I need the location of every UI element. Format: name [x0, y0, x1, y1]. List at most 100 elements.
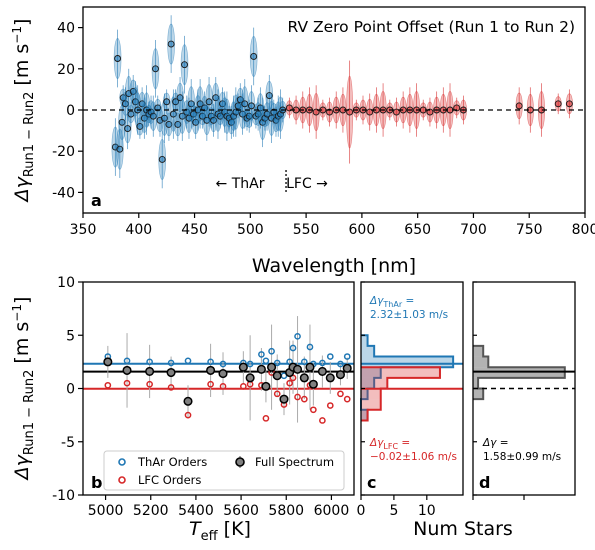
lfc-order-point-5: [207, 380, 214, 388]
full-point-1: [122, 365, 132, 375]
thar-hist-bar-4: [361, 367, 381, 378]
panel-d-frame: [472, 281, 576, 496]
lfc-order-point-21: [326, 402, 334, 409]
lfc-hist-bar-0: [361, 409, 368, 421]
full-point-16: [292, 364, 303, 374]
full-point-3: [166, 367, 176, 378]
panel-a-ytick-label-1: -20: [52, 144, 75, 160]
thar-point-1: [114, 55, 122, 62]
panel-c-xtick-label-1: 5: [389, 503, 398, 519]
thar-point-22: [158, 155, 166, 163]
full-point-20: [317, 366, 327, 377]
lfc-hist-bar-3: [361, 377, 388, 389]
thar-order-point-12: [273, 359, 281, 367]
panel-a-marks: [111, 15, 573, 189]
full-point-19: [308, 379, 318, 389]
lfc-order-point-20: [319, 417, 326, 424]
panel-c-xtick-label-0: 0: [357, 503, 366, 519]
legend-box: [103, 450, 345, 491]
lfc-order-point-4: [184, 411, 192, 419]
panel-a-xtick-label-4: 550: [293, 222, 320, 238]
thar-order-point-1: [123, 357, 131, 365]
thar-hist-bar-2: [361, 388, 368, 400]
full-point-21: [325, 373, 335, 383]
lfc-order-point-17: [300, 395, 308, 403]
thar-hist-bar-7: [361, 335, 368, 346]
legend-lfc-label: LFC Orders: [138, 473, 201, 487]
full-point-13: [279, 394, 289, 404]
panel-a: 350 400 450 500 550 600 650 700 750 800 -40 -20 0 20 4…: [10, 6, 595, 277]
legend-full-label: Full Spectrum: [255, 455, 334, 469]
lfc-order-point-16: [294, 393, 301, 401]
panel-d: d Δγ = 1.58±0.99 m/s: [472, 281, 576, 500]
panel-b-ytick-label-0: -10: [52, 488, 75, 504]
lfc-order-point-0: [104, 381, 112, 389]
thar-point-62: [247, 102, 255, 110]
thar-order-point-21: [326, 353, 334, 360]
full-point-18: [305, 362, 315, 372]
panel-b-xlabel: Teff [K]: [189, 518, 251, 544]
panel-b-label: b: [91, 473, 102, 492]
full-mean-label: Δγ =: [482, 437, 509, 449]
legend-thar-marker: [118, 458, 126, 466]
lfc-point-30: [554, 100, 562, 108]
thar-order-point-8: [246, 360, 254, 368]
full-point-12: [272, 371, 282, 381]
panel-b-xtick-label-1: 5200: [133, 503, 169, 519]
thar-order-point-22: [337, 360, 344, 368]
panel-a-ylabel: ΔγRun1 − Run2 [m s−1]: [10, 19, 37, 204]
panel-c-marks: [360, 334, 463, 422]
thar-order-point-2: [146, 358, 153, 366]
full-point-8: [245, 373, 255, 383]
lfc-hist-bar-1: [361, 399, 381, 410]
panel-d-ticks: [472, 281, 525, 500]
full-mean-value: 1.58±0.99 m/s: [483, 451, 561, 463]
legend: ThAr Orders LFC Orders Full Spectrum: [103, 450, 345, 491]
thar-order-point-16: [294, 332, 301, 340]
thar-order-point-17: [300, 358, 308, 366]
full-hist-bar-4: [473, 345, 484, 357]
thar-order-point-11: [268, 347, 275, 355]
thar-point-70: [265, 92, 273, 100]
panel-b-xtick-label-3: 5600: [223, 503, 259, 519]
full-point-10: [261, 381, 271, 391]
lfc-hist-bar-2: [361, 388, 381, 400]
thar-point-6: [124, 125, 132, 132]
lfc-order-point-6: [219, 383, 227, 390]
panel-a-title: RV Zero Point Offset (Run 1 to Run 2): [288, 18, 575, 36]
lfc-order-point-22: [337, 390, 344, 398]
thar-hist-bar-0: [361, 409, 368, 421]
thar-order-point-4: [184, 357, 192, 365]
thar-hist-bar-5: [361, 356, 454, 368]
panel-c-label: c: [367, 473, 376, 492]
lfc-hist-bar-4: [361, 367, 440, 378]
full-point-22: [335, 370, 346, 380]
annotation-lfc: LFC →: [286, 176, 328, 192]
thar-mean-value: 2.32±1.03 m/s: [370, 309, 448, 321]
panel-b-xtick-label-2: 5400: [178, 503, 214, 519]
thar-point-3: [118, 118, 126, 126]
thar-order-point-3: [167, 359, 175, 367]
full-point-23: [342, 363, 352, 373]
lfc-order-point-12: [273, 390, 281, 398]
panel-a-xtick-label-1: 400: [125, 222, 152, 238]
thar-point-19: [152, 65, 159, 73]
thar-order-point-6: [219, 360, 227, 368]
thar-point-2: [116, 145, 124, 153]
legend-full-marker: [235, 457, 245, 467]
lfc-point-27: [515, 102, 523, 110]
thar-hist-bar-3: [361, 377, 375, 389]
lfc-mean-label: ΔγLFC =: [369, 437, 410, 451]
panel-b-ytick-label-1: -5: [61, 435, 75, 451]
full-point-17: [299, 373, 309, 383]
panel-b-xtick-label-0: 5000: [88, 503, 124, 519]
full-point-7: [238, 362, 248, 372]
full-hist-bar-1: [473, 377, 479, 389]
full-point-4: [183, 396, 193, 406]
thar-hist-bar-6: [361, 345, 375, 357]
lfc-order-point-10: [262, 414, 270, 422]
panel-b-xtick-label-5: 6000: [314, 503, 350, 519]
lfc-point-16: [393, 108, 400, 116]
panel-a-xtick-label-0: 350: [70, 222, 97, 238]
